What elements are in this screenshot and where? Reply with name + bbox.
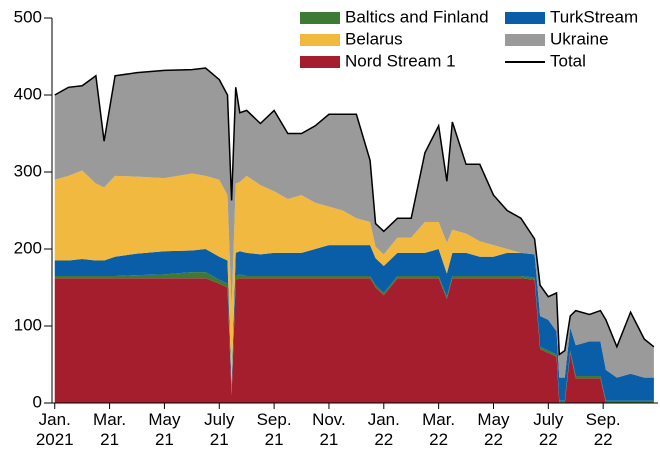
legend-label: Total — [550, 51, 586, 70]
x-tick-label: July 21 — [204, 410, 235, 449]
y-tick-label: 400 — [14, 84, 42, 103]
y-tick-label: 500 — [14, 7, 42, 26]
total-line — [54, 67, 655, 356]
area — [54, 278, 654, 403]
legend-label: Nord Stream 1 — [345, 51, 456, 70]
x-tick-label: July 22 — [533, 410, 564, 449]
x-tick-label: May 21 — [148, 410, 181, 449]
legend-swatch — [300, 34, 340, 46]
y-tick-label: 100 — [14, 315, 42, 334]
legend-label: Belarus — [345, 29, 403, 48]
legend-label: TurkStream — [550, 7, 638, 26]
x-tick-label: Sep. 22 — [585, 410, 621, 449]
x-tick-label: Nov. 21 — [312, 410, 346, 449]
legend-label: Ukraine — [550, 29, 609, 48]
x-tick-label: May 22 — [477, 410, 510, 449]
y-tick-label: 0 — [33, 392, 42, 411]
y-tick-label: 300 — [14, 161, 42, 180]
legend-swatch — [505, 34, 545, 46]
legend-swatch — [505, 12, 545, 24]
legend-label: Baltics and Finland — [345, 7, 489, 26]
x-tick-label: Jan. 22 — [367, 410, 400, 449]
x-tick-label: Sep. 21 — [256, 410, 292, 449]
x-tick-label: Mar. 22 — [422, 410, 456, 449]
area — [54, 245, 654, 401]
legend-swatch — [300, 56, 340, 68]
y-tick-label: 200 — [14, 238, 42, 257]
x-tick-label: Mar. 21 — [93, 410, 127, 449]
area — [54, 68, 654, 378]
area — [54, 170, 654, 386]
x-tick-label: Jan. 2021 — [35, 410, 74, 449]
legend-swatch — [300, 12, 340, 24]
